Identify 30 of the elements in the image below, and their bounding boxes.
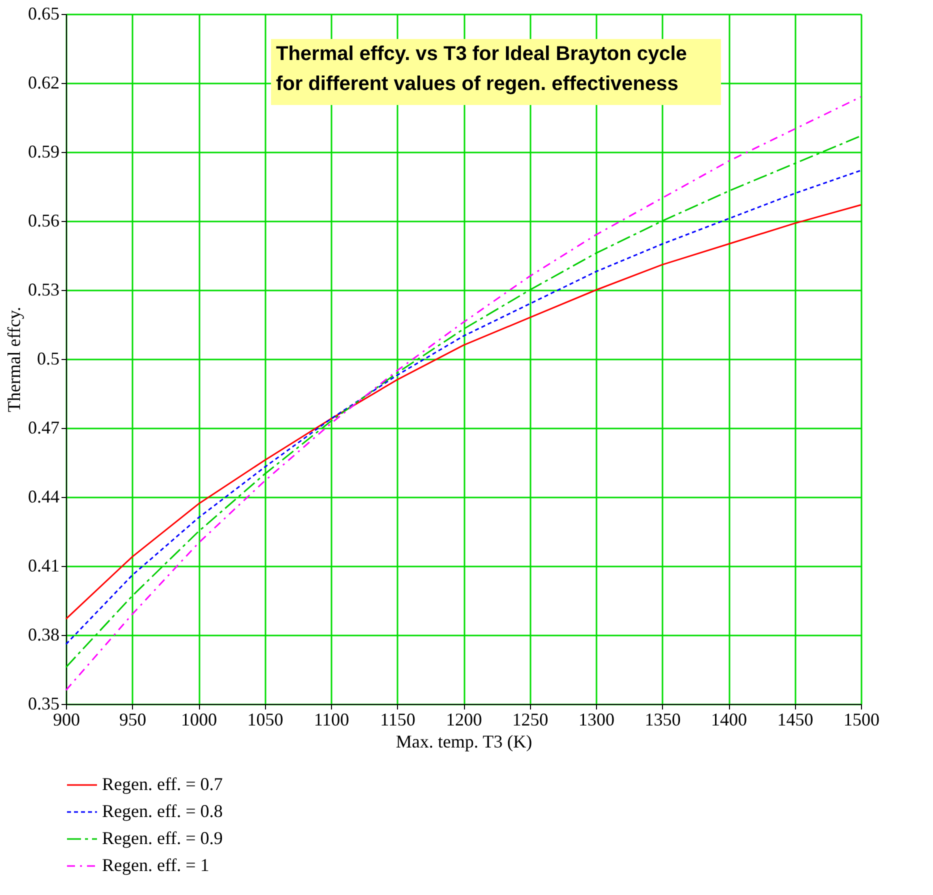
x-tick-label: 1050	[247, 710, 284, 730]
x-axis-title: Max. temp. T3 (K)	[396, 732, 532, 752]
x-tick-label: 950	[119, 710, 146, 730]
y-tick-label: 0.38	[28, 624, 60, 644]
y-axis-title: Thermal effcy.	[4, 306, 24, 412]
y-tick-label: 0.62	[28, 72, 60, 92]
legend-label: Regen. eff. = 1	[102, 855, 210, 875]
y-tick-label: 0.41	[28, 556, 60, 576]
x-tick-label: 1450	[777, 710, 814, 730]
legend-label: Regen. eff. = 0.9	[102, 828, 223, 848]
x-tick-label: 1350	[644, 710, 681, 730]
x-tick-label: 1150	[380, 710, 416, 730]
y-tick-label: 0.44	[28, 486, 60, 506]
text: for different values of regen. effectiveness	[276, 73, 678, 95]
y-tick-label: 0.59	[28, 142, 60, 162]
x-tick-label: 1300	[578, 710, 614, 730]
x-tick-label: 1200	[446, 710, 482, 730]
x-tick-label: 1000	[181, 710, 217, 730]
x-tick-label: 1100	[314, 710, 350, 730]
x-tick-label: 1400	[711, 710, 747, 730]
legend-label: Regen. eff. = 0.7	[102, 774, 223, 794]
x-tick-label: 1250	[512, 710, 548, 730]
y-tick-label: 0.56	[28, 210, 60, 230]
x-tick-label: 1500	[844, 710, 880, 730]
y-tick-label: 0.5	[37, 348, 60, 368]
y-tick-label: 0.47	[28, 418, 60, 438]
text: Thermal effcy. vs T3 for Ideal Brayton cycle	[276, 43, 687, 65]
y-tick-label: 0.53	[28, 280, 60, 300]
legend-label: Regen. eff. = 0.8	[102, 801, 223, 821]
y-tick-label: 0.65	[28, 4, 60, 24]
